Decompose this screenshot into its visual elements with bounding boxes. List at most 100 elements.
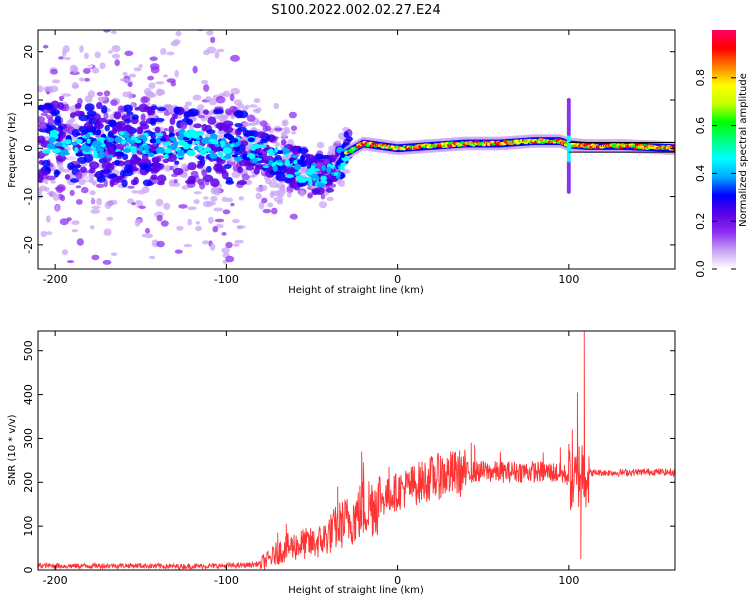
heatmap-cell	[83, 175, 90, 181]
heatmap-cell	[84, 77, 90, 82]
colorbar-tick-label: 0.2	[694, 212, 707, 230]
heatmap-cell	[220, 140, 226, 146]
heatmap-cell	[103, 228, 112, 236]
heatmap-cell	[272, 165, 278, 172]
heatmap-cell	[258, 201, 265, 210]
heatmap-cell	[156, 146, 165, 154]
heatmap-cell	[192, 94, 202, 101]
heatmap-cell	[223, 126, 234, 134]
heatmap-cell	[316, 182, 325, 188]
heatmap-cell	[144, 165, 151, 173]
heatmap-cell	[299, 177, 307, 183]
heatmap-cell	[169, 144, 176, 151]
heatmap-cell	[98, 150, 105, 158]
heatmap-cell	[255, 186, 265, 193]
x-tick-label: 100	[558, 273, 579, 286]
heatmap-cell	[215, 223, 224, 229]
y-tick-label: 0	[22, 145, 35, 152]
heatmap-cell	[147, 106, 153, 116]
heatmap-cell	[75, 171, 83, 180]
heatmap-cell	[253, 98, 261, 103]
heatmap-cell	[131, 167, 139, 172]
y-tick-label: 10	[22, 93, 35, 107]
heatmap-cell	[255, 192, 262, 200]
heatmap-cell	[229, 93, 235, 102]
heatmap-cell	[133, 209, 139, 218]
heatmap-cell	[163, 202, 171, 210]
heatmap-cell	[38, 192, 43, 200]
heatmap-cell	[174, 160, 180, 165]
heatmap-cell	[79, 45, 84, 53]
heatmap-cell	[104, 201, 112, 210]
heatmap-cell	[142, 186, 150, 194]
heatmap-cell	[95, 134, 102, 139]
heatmap-cell	[267, 202, 274, 208]
heatmap-cell	[96, 102, 103, 110]
heatmap-cell	[62, 152, 70, 156]
heatmap-cell	[122, 104, 133, 113]
heatmap-cell	[110, 30, 117, 35]
heatmap-cell	[101, 169, 112, 174]
heatmap-cell	[213, 109, 224, 115]
heatmap-cell	[140, 113, 146, 122]
heatmap-cell	[123, 65, 129, 72]
heatmap-cell	[186, 149, 195, 156]
heatmap-cell	[58, 56, 64, 60]
heatmap-cell	[201, 169, 208, 177]
heatmap-cell	[75, 185, 82, 189]
spectrogram-x-axis-label: Height of straight line (km)	[288, 285, 424, 296]
heatmap-cell	[86, 138, 91, 144]
snr-panel: -200 -100 0 100 0 100 200 300 400 500 Height of s…	[7, 330, 676, 596]
heatmap-cell	[45, 231, 53, 236]
heatmap-cell	[203, 200, 213, 208]
heatmap-cell	[193, 146, 199, 151]
heatmap-cell	[54, 186, 65, 191]
heatmap-cell	[208, 216, 214, 224]
heatmap-cell	[63, 56, 71, 61]
heatmap-cell	[279, 165, 287, 174]
snr-y-axis-label: SNR (10 * v/v)	[7, 414, 18, 485]
heatmap-cell	[114, 159, 120, 166]
heatmap-cell	[164, 153, 169, 159]
heatmap-cell	[126, 111, 134, 116]
heatmap-cell	[261, 197, 268, 204]
heatmap-cell	[343, 156, 348, 161]
heatmap-cell	[155, 132, 164, 137]
snr-ticks: -200 -100 0 100 0 100 200 300 400 500	[22, 331, 675, 587]
heatmap-cell	[115, 176, 123, 181]
heatmap-cell	[192, 65, 198, 74]
heatmap-cell	[164, 148, 173, 154]
heatmap-cell	[214, 218, 225, 223]
heatmap-cell	[307, 194, 313, 199]
heatmap-cell	[201, 79, 209, 85]
heatmap-cell	[118, 131, 125, 136]
heatmap-cell	[160, 62, 170, 67]
heatmap-cell	[255, 109, 261, 114]
heatmap-cell	[84, 103, 95, 112]
heatmap-cell	[150, 66, 160, 74]
heatmap-cell	[323, 158, 330, 165]
colorbar: 0.0 0.2 0.4 0.6 0.8 Normalized spectral ampl…	[694, 30, 749, 278]
heatmap-cell	[209, 133, 218, 139]
heatmap-cell	[156, 214, 163, 222]
y-tick-label: 20	[22, 45, 35, 59]
heatmap-cell	[314, 187, 325, 195]
colorbar-label: Normalized spectral amplitude	[738, 73, 749, 227]
heatmap-cell	[345, 136, 353, 142]
heatmap-cell	[234, 239, 244, 244]
heatmap-cell	[59, 218, 69, 226]
heatmap-cell	[172, 164, 178, 168]
heatmap-cell	[91, 67, 100, 74]
heatmap-cell	[93, 142, 103, 146]
heatmap-cell	[66, 154, 77, 161]
heatmap-cell	[233, 150, 243, 156]
heatmap-cell	[181, 185, 190, 190]
heatmap-cell	[271, 207, 278, 215]
heatmap-cell	[328, 154, 338, 162]
heatmap-cell	[113, 111, 122, 120]
heatmap-cell	[55, 204, 60, 212]
heatmap-cell	[215, 95, 226, 104]
heatmap-cell	[50, 40, 57, 44]
heatmap-cell	[45, 149, 50, 153]
heatmap-cell	[69, 189, 75, 196]
